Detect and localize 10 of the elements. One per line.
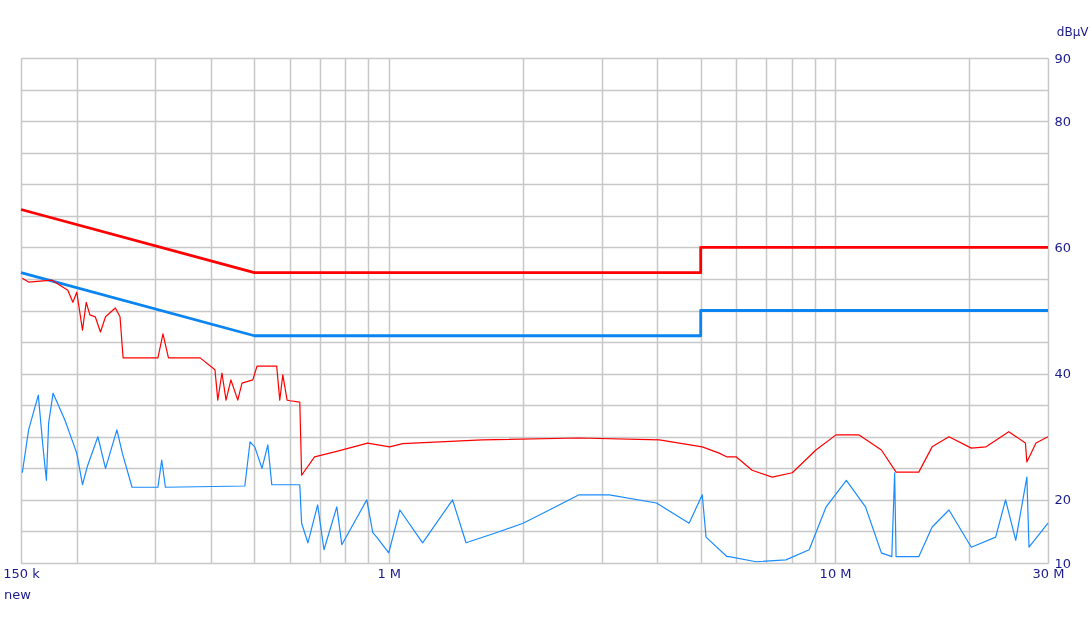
- x-tick-label: 1 M: [377, 565, 402, 581]
- y-tick-label: 90: [1054, 50, 1072, 66]
- x-tick-label: 10 M: [819, 565, 852, 581]
- y-tick-label: 60: [1054, 239, 1072, 255]
- y-tick-label: 20: [1054, 492, 1072, 508]
- text: new: [4, 587, 32, 602]
- y-tick-label: 80: [1054, 113, 1072, 129]
- y-tick-label: 40: [1054, 366, 1072, 382]
- y-axis-title: dBµV: [1056, 24, 1090, 39]
- x-tick-label: 150 k: [3, 565, 41, 581]
